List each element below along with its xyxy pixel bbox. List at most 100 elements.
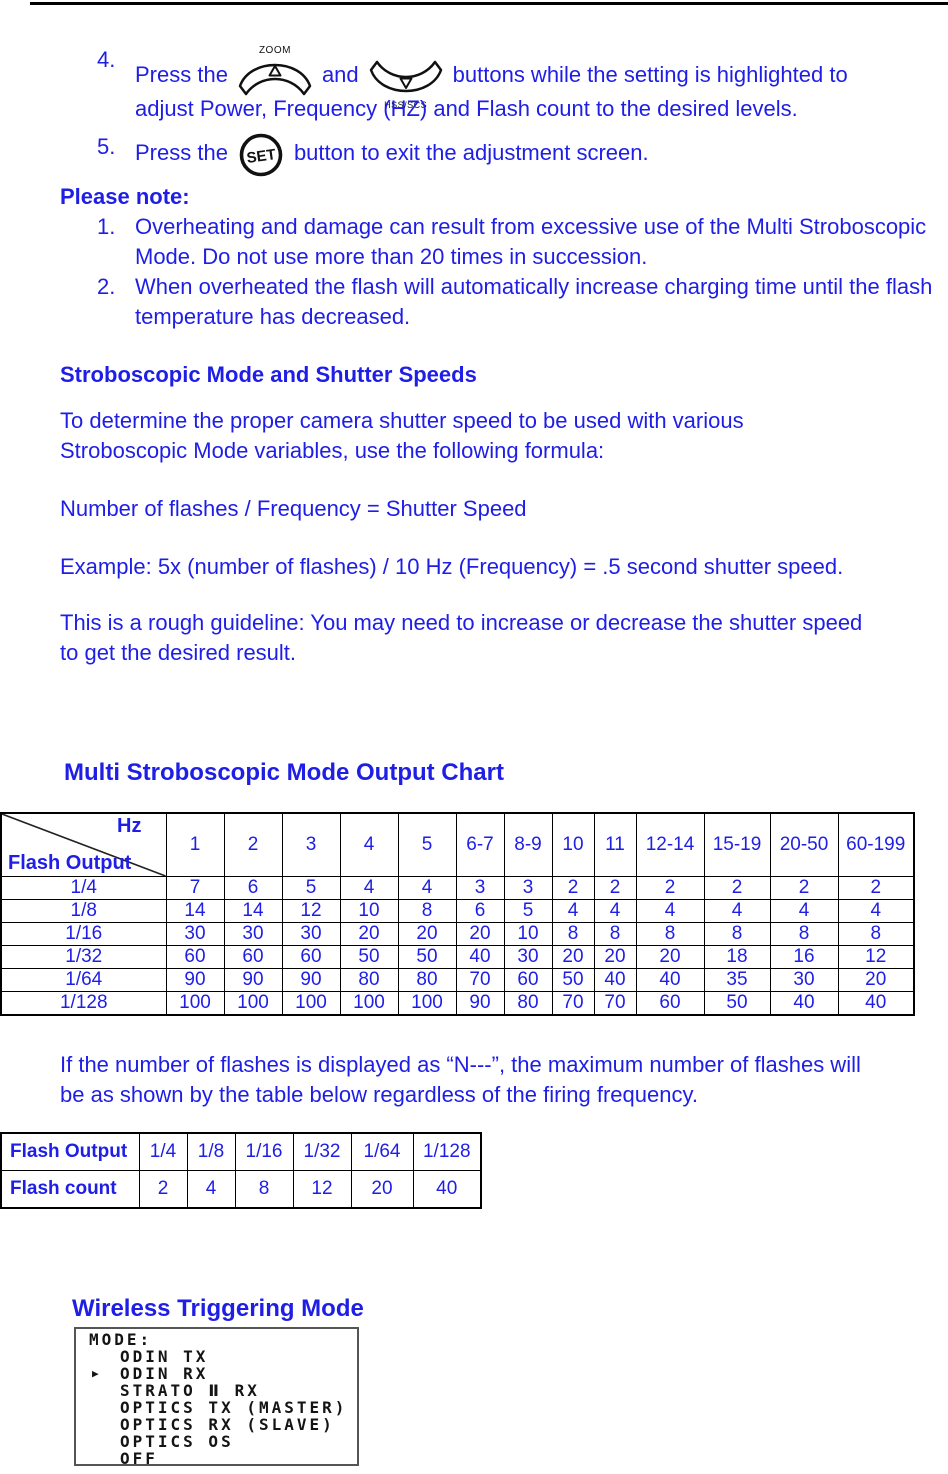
zoom-button-icon: ZOOM <box>238 45 312 96</box>
output-chart-row: 1/16 30 30 30 20 20 20 10 8 8 8 8 8 8 <box>0 922 915 946</box>
flash-count-cell: 2 <box>593 876 637 900</box>
flash-count-cell: 30 <box>769 968 839 992</box>
note-item-1-number: 1. <box>97 214 116 239</box>
output-chart-header-row: Hz Flash Output 1 2 3 4 5 6-7 8-9 10 11 12-14 15-1… <box>0 812 915 877</box>
flash-count-cell: 5 <box>503 899 553 923</box>
lcd-menu-item: OFF <box>76 1450 357 1464</box>
flash-count-cell: 60 <box>281 945 341 969</box>
flash-count-cell: 40 <box>837 991 915 1016</box>
flash-count-cell: 80 <box>397 968 457 992</box>
flash-count-cell: 20 <box>551 945 595 969</box>
max-flash-count-cell: 2 <box>138 1170 188 1209</box>
lcd-cursor-space <box>92 1399 120 1416</box>
output-chart-row: 1/128 100 100 100 100 100 90 80 70 70 60 50 40 40 <box>0 991 915 1016</box>
flash-count-cell: 8 <box>397 899 457 923</box>
lcd-menu-item: ▶ ODIN RX <box>76 1365 357 1382</box>
flash-count-cell: 90 <box>165 968 225 992</box>
step-5-text-before: Press the <box>135 140 228 165</box>
flash-count-cell: 2 <box>703 876 771 900</box>
lcd-mode-title: MODE: <box>89 1330 153 1349</box>
flash-count-cell: 70 <box>455 968 505 992</box>
set-button-icon: SET <box>238 132 284 178</box>
flash-count-cell: 4 <box>837 899 915 923</box>
flash-count-cell: 20 <box>635 945 705 969</box>
output-chart-row: 1/64 90 90 90 80 80 70 60 50 40 40 35 30 20 <box>0 968 915 992</box>
lcd-menu-item-label: ODIN RX <box>120 1364 209 1383</box>
lcd-screen: MODE: ODIN TX ▶ ODIN RX STRATO Ⅱ RX OPTICS T… <box>74 1327 359 1466</box>
lcd-cursor-icon: ▶ <box>92 1367 99 1380</box>
flash-count-cell: 100 <box>165 991 225 1016</box>
flash-count-cell: 10 <box>503 922 553 946</box>
flash-count-cell: 60 <box>165 945 225 969</box>
strobo-formula: Number of flashes / Frequency = Shutter … <box>60 496 527 521</box>
hz-column-header: 15-19 <box>703 812 771 877</box>
flash-count-cell: 30 <box>281 922 341 946</box>
max-flash-count-cell: 12 <box>292 1170 352 1209</box>
hss-scs-dial-glyph <box>369 60 442 93</box>
output-chart-row: 1/32 60 60 60 50 50 40 30 20 20 20 18 16 12 <box>0 945 915 969</box>
hz-column-header: 2 <box>223 812 283 877</box>
step-5: 5. Press the SET button to exit the adju… <box>97 132 948 177</box>
lcd-menu-item: STRATO Ⅱ RX <box>76 1382 357 1399</box>
flash-count-cell: 40 <box>635 968 705 992</box>
flash-count-cell: 6 <box>455 899 505 923</box>
hz-column-header: 3 <box>281 812 341 877</box>
flash-count-cell: 4 <box>593 899 637 923</box>
flash-count-cell: 40 <box>455 945 505 969</box>
zoom-button-label: ZOOM <box>258 45 291 56</box>
flash-output-row-label: 1/16 <box>0 922 167 946</box>
note-item-2-number: 2. <box>97 274 116 299</box>
flash-count-cell: 100 <box>223 991 283 1016</box>
flash-count-cell: 2 <box>769 876 839 900</box>
set-button-glyph: SET <box>239 133 283 177</box>
flash-count-cell: 4 <box>339 876 399 900</box>
max-flash-count-cell: 20 <box>350 1170 414 1209</box>
flash-count-cell: 80 <box>339 968 399 992</box>
corner-hz-label: Hz <box>117 815 142 837</box>
flash-count-cell: 5 <box>281 876 341 900</box>
flash-count-cell: 30 <box>223 922 283 946</box>
please-note-heading: Please note: <box>60 184 190 209</box>
flash-output-row-label: 1/8 <box>0 899 167 923</box>
step-4-number: 4. <box>97 47 116 72</box>
max-flash-table: Flash Output 1/4 1/8 1/16 1/32 1/64 1/128 Fla… <box>0 1132 482 1209</box>
flash-count-cell: 90 <box>223 968 283 992</box>
flash-count-cell: 12 <box>281 899 341 923</box>
flash-count-cell: 60 <box>635 991 705 1016</box>
flash-count-cell: 6 <box>223 876 283 900</box>
flash-count-cell: 2 <box>837 876 915 900</box>
flash-count-cell: 4 <box>551 899 595 923</box>
max-flash-output-cell: 1/64 <box>350 1132 414 1171</box>
flash-count-cell: 14 <box>223 899 283 923</box>
flash-count-cell: 3 <box>455 876 505 900</box>
max-flash-output-row: Flash Output 1/4 1/8 1/16 1/32 1/64 1/128 <box>0 1132 482 1171</box>
step-4-line2: adjust Power, Frequency (HZ) and Flash c… <box>135 96 798 121</box>
flash-count-cell: 4 <box>397 876 457 900</box>
max-flash-output-cell: 1/16 <box>234 1132 294 1171</box>
output-chart-row: 1/8 14 14 12 10 8 6 5 4 4 4 4 4 4 <box>0 899 915 923</box>
lcd-menu-item-label: OPTICS OS <box>120 1432 234 1451</box>
max-flash-count-cell: 4 <box>186 1170 236 1209</box>
output-chart-title: Multi Stroboscopic Mode Output Chart <box>64 759 504 786</box>
lcd-menu-item-label: STRATO Ⅱ RX <box>120 1381 260 1400</box>
max-flash-output-cell: 1/32 <box>292 1132 352 1171</box>
step-5-body: Press the SET button to exit the adjustm… <box>135 132 649 177</box>
max-flash-count-cell: 8 <box>234 1170 294 1209</box>
hz-column-header: 5 <box>397 812 457 877</box>
flash-count-cell: 80 <box>503 991 553 1016</box>
max-flash-output-label: Flash Output <box>0 1132 140 1171</box>
flash-count-cell: 100 <box>281 991 341 1016</box>
flash-count-cell: 10 <box>339 899 399 923</box>
step-5-text-after: button to exit the adjustment screen. <box>293 140 649 165</box>
lcd-menu-item: OPTICS OS <box>76 1433 357 1450</box>
note-item-1: 1. Overheating and damage can result fro… <box>97 212 948 272</box>
lcd-cursor-space <box>92 1450 120 1464</box>
wireless-mode-heading: Wireless Triggering Mode <box>72 1295 364 1322</box>
flash-count-cell: 70 <box>551 991 595 1016</box>
flash-count-cell: 50 <box>551 968 595 992</box>
step-5-number: 5. <box>97 134 116 159</box>
note-item-2-text: When overheated the flash will automatic… <box>135 274 933 329</box>
flash-count-cell: 30 <box>503 945 553 969</box>
lcd-cursor-space <box>92 1416 120 1433</box>
